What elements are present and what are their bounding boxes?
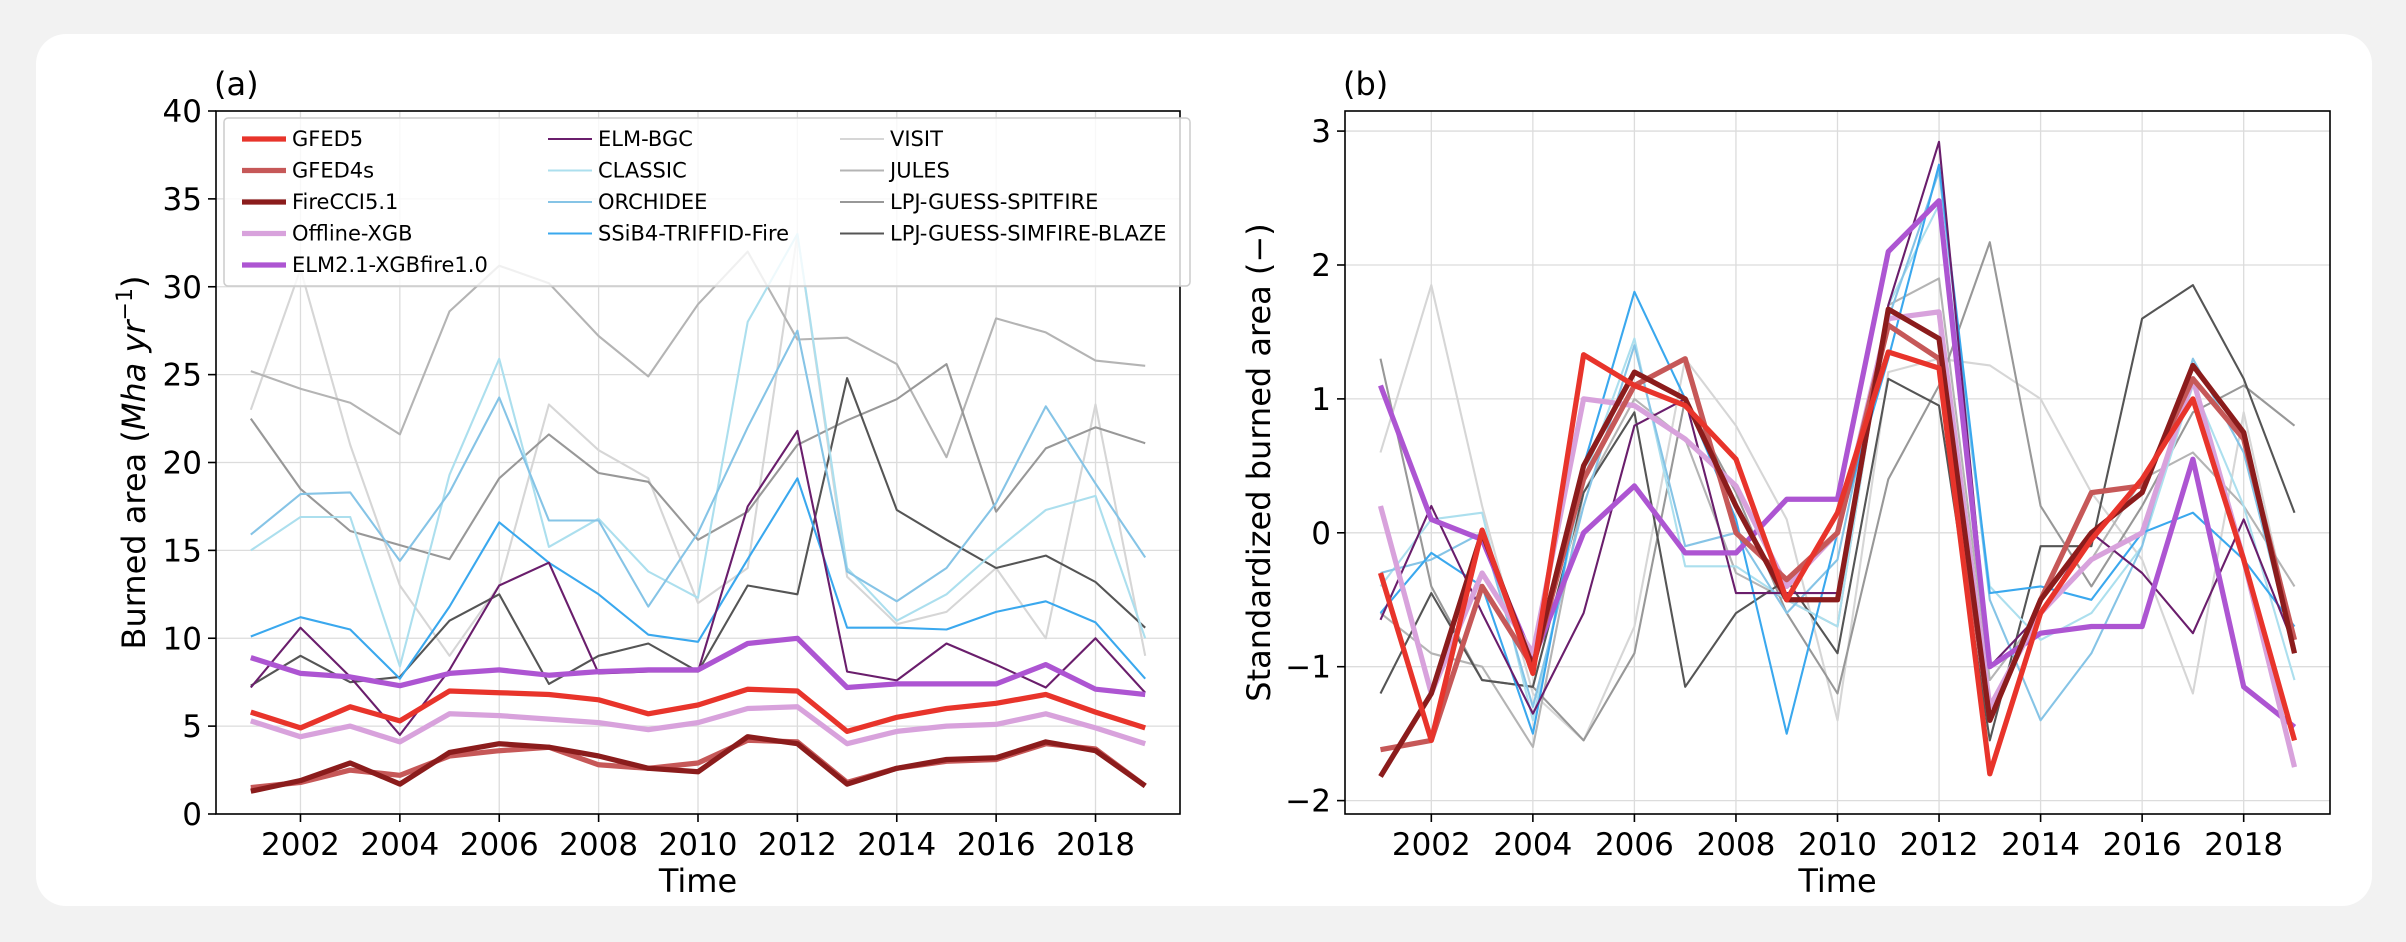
y-tick-label: 0 (182, 797, 202, 833)
legend-label-ssib4-triffid-fire: SSiB4-TRIFFID-Fire (598, 222, 789, 246)
series-line-visit (1379, 284, 2296, 742)
panel-label: (b) (1343, 65, 1388, 103)
y-axis-title: Burned area (Mha yr−1) (113, 276, 153, 650)
legend-label-lpj-guess-simfire-blaze: LPJ-GUESS-SIMFIRE-BLAZE (890, 222, 1167, 246)
legend-label-lpj-guess-spitfire: LPJ-GUESS-SPITFIRE (890, 190, 1098, 214)
panel-a-burned-area: 2002 2004 2006 2008 2010 2012 2014 2016 2018 0 5 10… (113, 65, 1191, 900)
x-tick-label: 2002 (261, 827, 340, 863)
x-tick-label: 2008 (1697, 827, 1776, 863)
x-tick-label: 2018 (2204, 827, 2283, 863)
y-tick-label: 15 (163, 533, 202, 569)
y-axis-title-close: ) (115, 276, 153, 288)
y-tick-label: 20 (163, 446, 202, 482)
y-tick-label: 10 (163, 621, 202, 657)
x-tick-label: 2014 (2001, 827, 2080, 863)
legend-label-firecci5-1: FireCCI5.1 (292, 190, 398, 214)
y-axis-title: Standardized burned area (−) (1240, 223, 1278, 701)
legend-box (223, 117, 1191, 287)
panel-b-standardized-burned-area: 2002 2004 2006 2008 2010 2012 2014 2016 2018 −2 −1… (1240, 65, 2331, 900)
y-tick-label: 3 (1311, 114, 1331, 150)
legend-label-jules: JULES (888, 159, 950, 183)
series-line-gfed5 (1377, 349, 2298, 777)
x-tick-label: 2014 (857, 827, 936, 863)
series-line-classic (250, 232, 1147, 668)
y-tick-label: 35 (163, 182, 202, 218)
y-axis-title-text: Burned area ( (115, 430, 153, 649)
series-line-lpj-guess-spitfire (249, 363, 1146, 561)
series-line-jules (250, 250, 1146, 459)
y-tick-label: −1 (1285, 650, 1331, 686)
x-tick-label: 2012 (758, 827, 837, 863)
x-tick-label: 2004 (1493, 827, 1572, 863)
y-tick-label: 0 (1311, 516, 1331, 552)
legend-label-gfed5: GFED5 (292, 127, 363, 151)
x-tick-label: 2016 (957, 827, 1036, 863)
series-line-firecci5-1 (250, 734, 1147, 794)
x-tick-label: 2006 (1595, 827, 1674, 863)
legend-label-offline-xgb: Offline-XGB (292, 222, 413, 246)
y-axis-title-exponent: −1 (113, 288, 138, 320)
x-tick-label: 2012 (1900, 827, 1979, 863)
x-axis-title: Time (1797, 862, 1876, 900)
x-tick-label: 2010 (659, 827, 738, 863)
legend-label-gfed4s: GFED4s (292, 159, 374, 183)
y-tick-label: −2 (1285, 784, 1331, 820)
series-line-lpj-guess-simfire-blaze (1379, 284, 2296, 742)
x-tick-label: 2006 (460, 827, 539, 863)
series-line-gfed5 (250, 686, 1146, 735)
series-line-offline-xgb (250, 704, 1146, 747)
x-tick-label: 2010 (1798, 827, 1877, 863)
series-line-ssib4-triffid-fire (250, 477, 1146, 680)
x-axis-title: Time (658, 862, 737, 900)
y-tick-label: 40 (163, 94, 202, 130)
legend-label-classic: CLASSIC (598, 159, 687, 183)
y-tick-label: 30 (163, 270, 202, 306)
x-tick-label: 2016 (2103, 827, 2182, 863)
panel-label: (a) (214, 65, 259, 103)
legend-label-elm2-1-xgbfire1-0: ELM2.1-XGBfire1.0 (292, 253, 488, 277)
x-tick-label: 2002 (1392, 827, 1471, 863)
y-tick-label: 5 (182, 709, 202, 745)
series-line-orchidee (250, 329, 1147, 608)
x-tick-label: 2008 (559, 827, 638, 863)
y-axis-title-unit: Mha yr (115, 319, 153, 431)
x-tick-label: 2004 (360, 827, 439, 863)
series-line-elm2-1-xgbfire1-0 (250, 635, 1146, 698)
y-tick-label: 25 (163, 358, 202, 394)
x-tick-label: 2018 (1056, 827, 1135, 863)
y-tick-label: 2 (1311, 248, 1331, 284)
y-tick-label: 1 (1311, 382, 1331, 418)
legend-label-visit: VISIT (890, 127, 943, 151)
legend-label-orchidee: ORCHIDEE (598, 190, 707, 214)
legend-label-elm-bgc: ELM-BGC (598, 127, 693, 151)
series-line-orchidee (1380, 170, 2296, 722)
